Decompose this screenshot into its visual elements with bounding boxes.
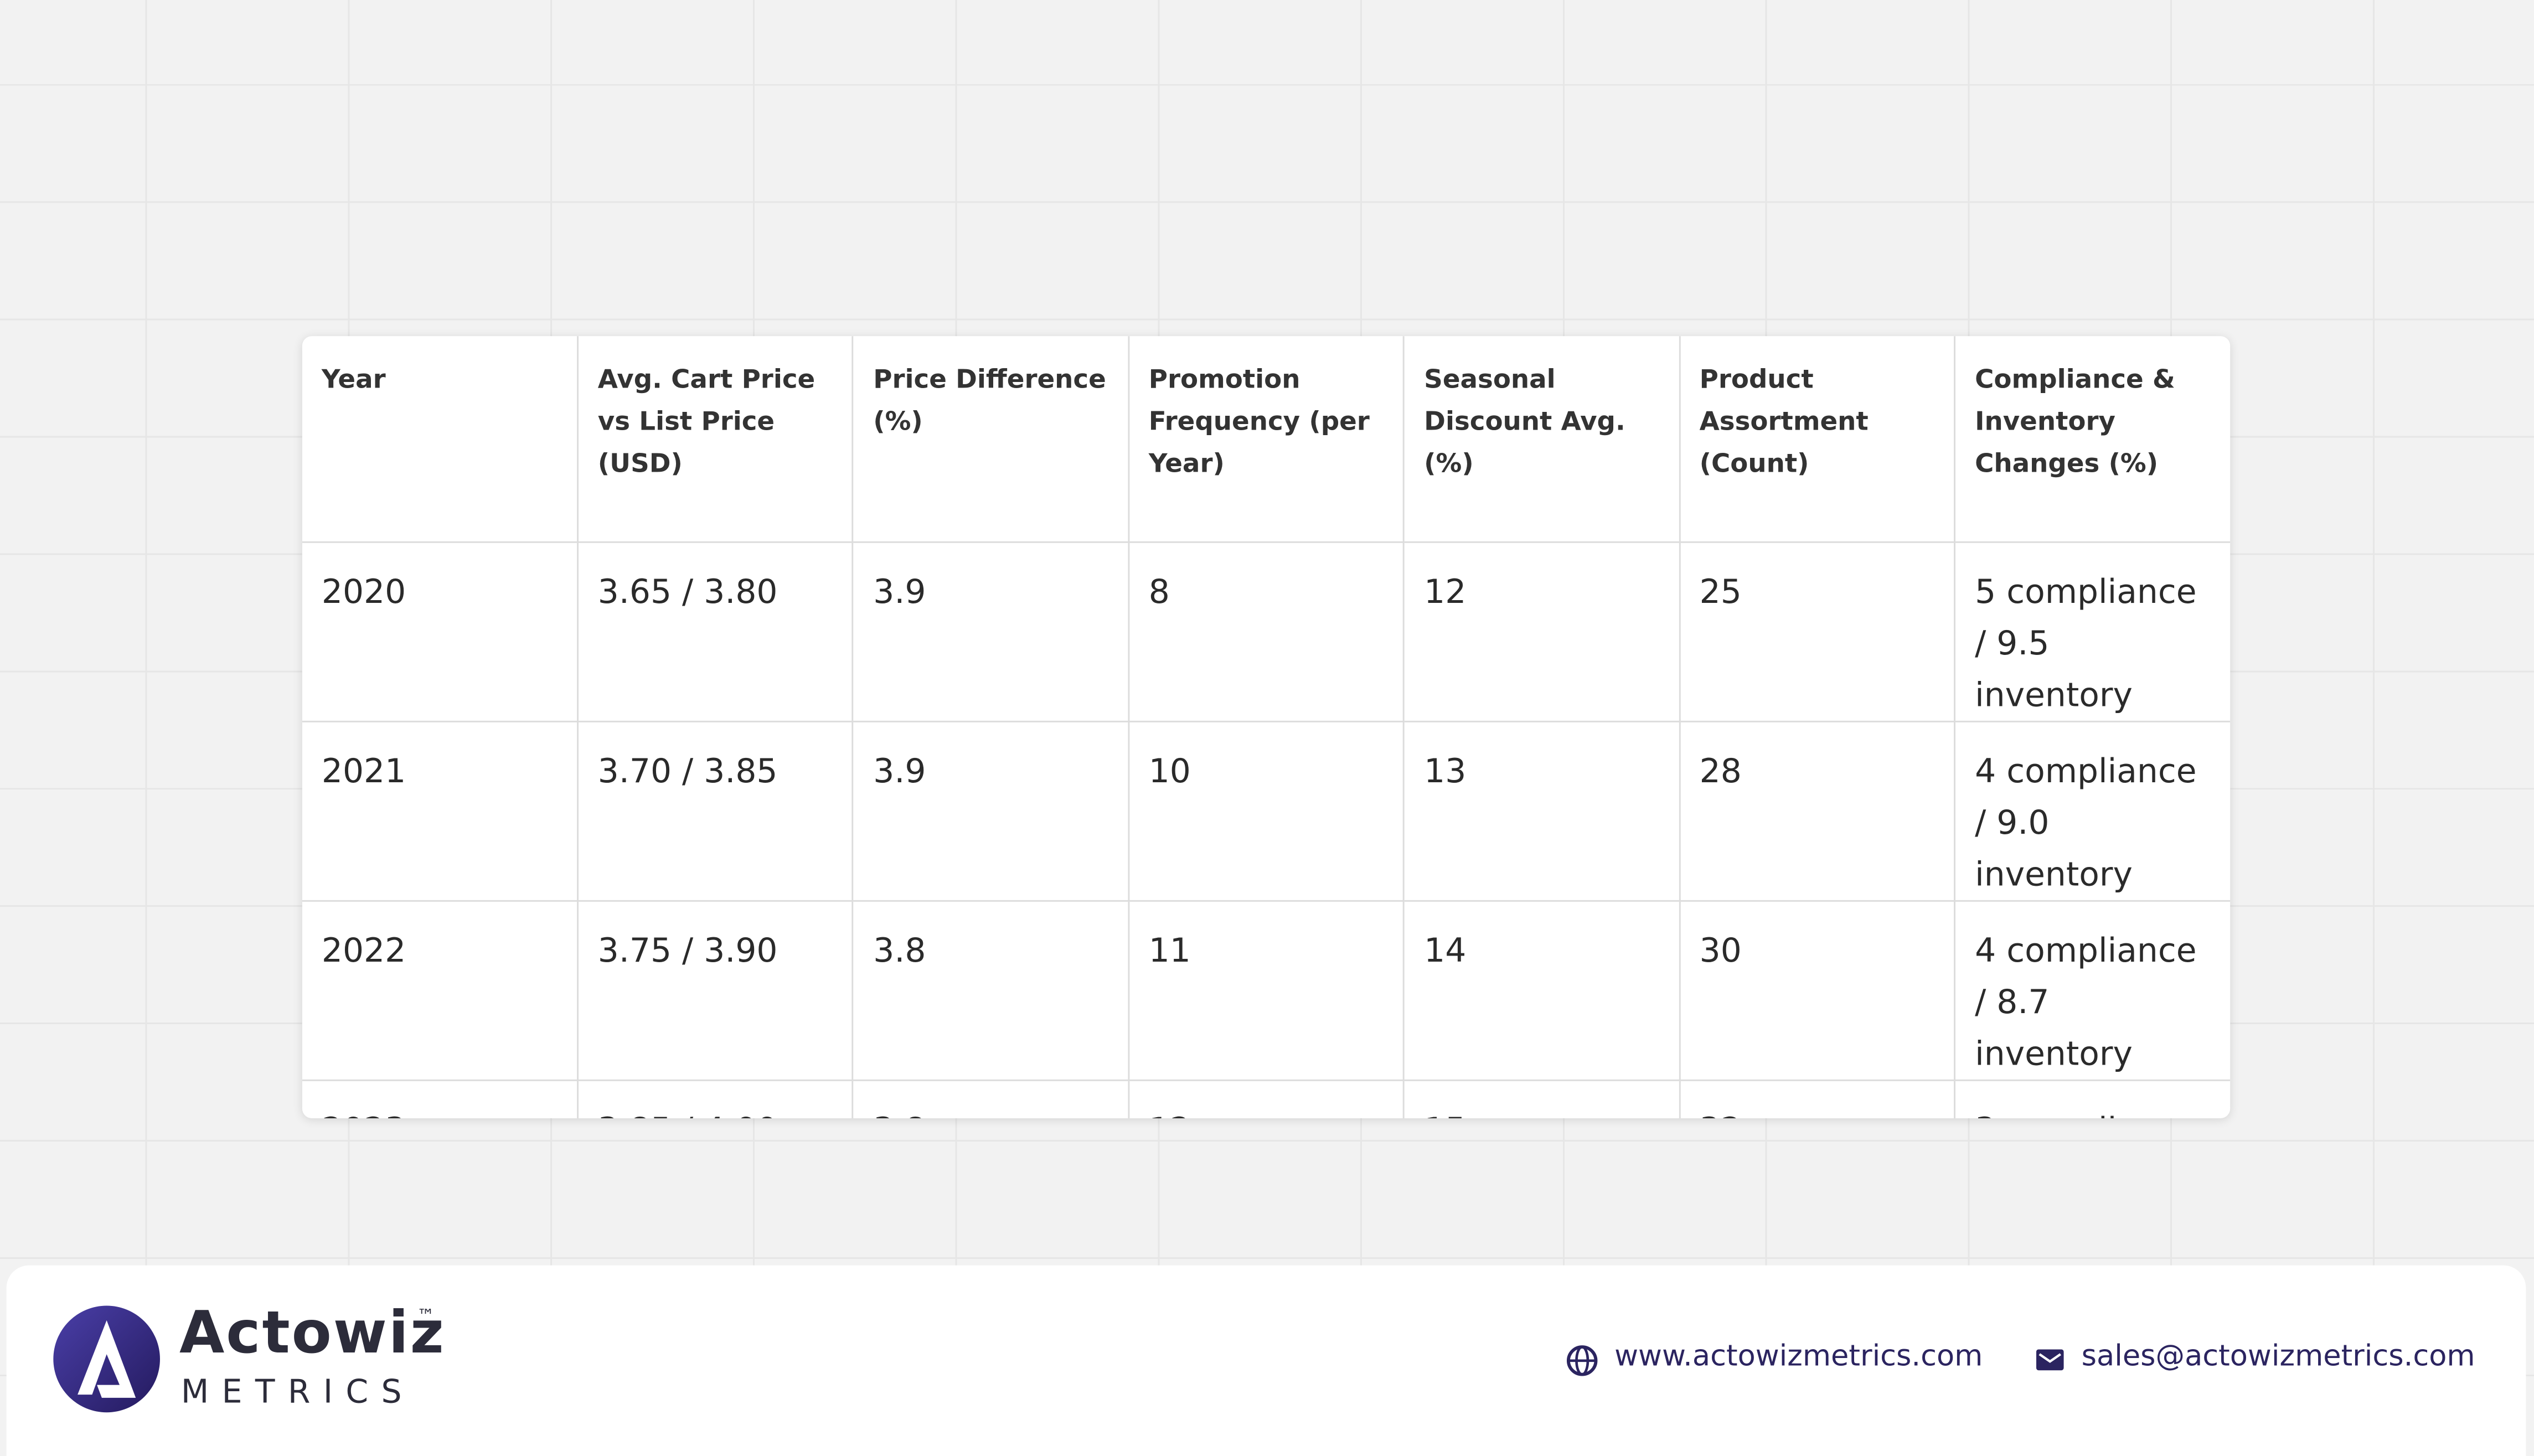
table-row: 2022 3.75 / 3.90 3.8 11 14 30 4 compliance / 8… xyxy=(302,900,2231,1081)
table-cell: 12 xyxy=(1403,541,1680,722)
data-table: Year Avg. Cart Price vs List Price (USD) P… xyxy=(302,336,2231,1118)
table-cell: 10 xyxy=(1127,720,1405,902)
mail-icon xyxy=(2036,1349,2064,1371)
table-card: Year Avg. Cart Price vs List Price (USD) P… xyxy=(302,336,2231,1118)
table-cell: 3 compliance / 8.5 inventory xyxy=(1954,1079,2231,1118)
table-cell: 2023 xyxy=(302,1079,579,1118)
table-cell: 2020 xyxy=(302,541,579,722)
header-cell: Avg. Cart Price vs List Price (USD) xyxy=(576,336,854,543)
table-cell: 3.9 xyxy=(852,541,1129,722)
logo-icon xyxy=(53,1305,160,1413)
table-cell: 11 xyxy=(1127,900,1405,1081)
table-row: 20233.85 / 4.003.81215323 compliance / 8… xyxy=(302,1079,2231,1118)
table-cell: 15 xyxy=(1403,1079,1680,1118)
table-row: 2021 3.70 / 3.85 3.9 10 13 28 4 compliance / 9… xyxy=(302,720,2231,902)
header-cell: Year xyxy=(302,336,579,543)
header-row: Year Avg. Cart Price vs List Price (USD) P… xyxy=(302,336,2231,543)
table-cell: 14 xyxy=(1403,900,1680,1081)
table-cell: 30 xyxy=(1678,900,1956,1081)
header-cell: Product Assortment (Count) xyxy=(1678,336,1956,543)
table-cell: 3.9 xyxy=(852,720,1129,902)
header-cell: Compliance & Inventory Changes (%) xyxy=(1954,336,2231,543)
email-link[interactable]: sales@actowizmetrics.com xyxy=(2081,1339,2475,1374)
trademark: ™ xyxy=(417,1305,435,1327)
table-cell: 2021 xyxy=(302,720,579,902)
header-cell: Seasonal Discount Avg. (%) xyxy=(1403,336,1680,543)
website-link[interactable]: www.actowizmetrics.com xyxy=(1614,1339,1983,1374)
table-cell: 4 compliance / 9.0 inventory xyxy=(1954,720,2231,902)
footer: Actowiz METRICS ™ www.actowizmetrics.com… xyxy=(6,1265,2526,1456)
brand: Actowiz xyxy=(179,1300,446,1367)
table-cell: 3.8 xyxy=(852,900,1129,1081)
subbrand: METRICS xyxy=(180,1372,415,1411)
table-cell: 4 compliance / 8.7 inventory xyxy=(1954,900,2231,1081)
table-cell: 3.75 / 3.90 xyxy=(576,900,854,1081)
table-cell: 8 xyxy=(1127,541,1405,722)
table-cell: 3.8 xyxy=(852,1079,1129,1118)
table-cell: 32 xyxy=(1678,1079,1956,1118)
header-cell: Price Difference (%) xyxy=(852,336,1129,543)
table-cell: 5 compliance / 9.5 inventory xyxy=(1954,541,2231,722)
table-cell: 12 xyxy=(1127,1079,1405,1118)
table-cell: 13 xyxy=(1403,720,1680,902)
table-cell: 3.65 / 3.80 xyxy=(576,541,854,722)
table-cell: 2022 xyxy=(302,900,579,1081)
table-cell: 3.85 / 4.00 xyxy=(576,1079,854,1118)
table-row: 2020 3.65 / 3.80 3.9 8 12 25 5 compliance / 9.… xyxy=(302,541,2231,722)
globe-icon xyxy=(1566,1345,1598,1376)
table-cell: 28 xyxy=(1678,720,1956,902)
header-cell: Promotion Frequency (per Year) xyxy=(1127,336,1405,543)
table-cell: 25 xyxy=(1678,541,1956,722)
table-cell: 3.70 / 3.85 xyxy=(576,720,854,902)
